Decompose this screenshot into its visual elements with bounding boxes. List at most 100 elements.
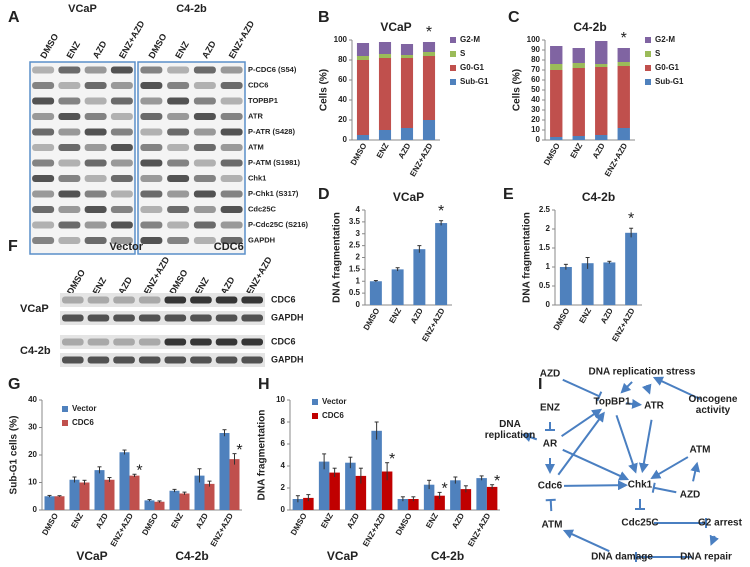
- x-tick-label: ENZ+AZD: [466, 511, 492, 548]
- bar: [194, 475, 205, 510]
- blot-band: [110, 237, 133, 244]
- blot-band: [84, 66, 107, 74]
- y-tick-label: 20: [338, 115, 347, 124]
- legend-label: G2-M: [655, 35, 675, 44]
- blot-band: [62, 356, 84, 364]
- x-tick-label: AZD: [345, 511, 361, 530]
- blot-band: [140, 206, 163, 213]
- bar-segment: [572, 68, 585, 136]
- protein-label: CDC6: [271, 294, 296, 304]
- lane-label: AZD: [91, 39, 109, 60]
- activation-arrow: [562, 529, 610, 553]
- blot-band: [113, 338, 135, 346]
- bar: [345, 462, 356, 510]
- blot-band: [58, 190, 81, 198]
- diagram-node: TopBP1: [593, 396, 631, 408]
- activation-arrow: [521, 432, 538, 442]
- blot-band: [84, 82, 107, 89]
- legend-swatch: [645, 79, 651, 85]
- panel-label: D: [318, 186, 330, 203]
- protein-label: CDC6: [271, 336, 296, 346]
- lane-label: DMSO: [38, 32, 60, 60]
- blot-band: [84, 175, 107, 182]
- blot-band: [84, 128, 107, 136]
- blot-band: [32, 128, 55, 136]
- blot-band: [241, 338, 263, 346]
- legend-swatch: [62, 420, 68, 426]
- legend-swatch: [312, 399, 318, 405]
- lane-label: DMSO: [65, 268, 87, 296]
- blot-band: [167, 113, 190, 120]
- blot-band: [62, 314, 84, 322]
- activation-arrow: [561, 408, 603, 437]
- blot-band: [110, 97, 133, 105]
- blot-band: [62, 338, 84, 346]
- legend-swatch: [645, 51, 651, 57]
- x-tick-label: DMSO: [349, 142, 369, 167]
- blot-band: [215, 314, 238, 322]
- lane-label: AZD: [219, 275, 237, 296]
- blot-band: [220, 66, 243, 74]
- group-label: VCaP: [76, 549, 107, 563]
- y-tick-label: 30: [531, 105, 540, 114]
- y-tick-label: 20: [531, 115, 540, 124]
- blot-band: [110, 144, 133, 151]
- y-tick-label: 1: [356, 276, 361, 285]
- blot-band: [190, 356, 212, 364]
- blot-band: [167, 128, 190, 136]
- blot-band: [220, 237, 243, 244]
- blot-band: [164, 314, 187, 322]
- bar: [204, 483, 215, 510]
- x-tick-label: ENZ: [569, 141, 585, 159]
- y-tick-label: 0: [33, 505, 38, 514]
- diagram-node: G2 arrest: [698, 517, 742, 529]
- panel-label: A: [8, 9, 20, 26]
- y-tick-label: 2.5: [349, 241, 361, 250]
- blot-band: [193, 190, 216, 198]
- blot-band: [241, 356, 263, 364]
- blot-band: [32, 144, 55, 151]
- blot-band: [140, 175, 163, 182]
- diagram-node: DNA repair: [680, 551, 732, 563]
- lane-label: ENZ+AZD: [117, 19, 147, 61]
- x-tick-label: DMSO: [542, 142, 562, 167]
- blot-band: [140, 144, 163, 151]
- legend-label: Sub-G1: [460, 77, 489, 86]
- y-tick-label: 2: [546, 224, 551, 233]
- y-tick-label: 50: [531, 85, 540, 94]
- blot-band: [167, 97, 190, 105]
- bar: [154, 501, 165, 510]
- bar-segment: [400, 128, 414, 140]
- significance-mark: *: [136, 462, 142, 479]
- blot-band: [32, 159, 55, 167]
- bar-segment: [422, 42, 436, 52]
- blot-strip: [60, 311, 265, 325]
- bar-segment: [550, 70, 563, 137]
- legend-label: G2-M: [460, 35, 480, 44]
- bar: [94, 470, 105, 510]
- blot-band: [140, 113, 163, 120]
- significance-mark: *: [494, 473, 500, 490]
- bar-segment: [400, 58, 414, 128]
- x-tick-label: ENZ: [319, 511, 335, 529]
- bar-segment: [617, 62, 630, 66]
- blot-band: [138, 314, 161, 322]
- bar-segment: [572, 48, 585, 63]
- protein-label: Cdc25C: [248, 204, 277, 213]
- y-tick-label: 6: [281, 439, 286, 448]
- legend-label: CDC6: [72, 418, 94, 427]
- lane-label: AZD: [116, 275, 134, 296]
- blot-band: [193, 237, 216, 244]
- y-axis-label: DNA fragmentation: [332, 212, 343, 303]
- activation-arrow: [641, 383, 652, 395]
- bar: [303, 497, 314, 510]
- blot-band: [58, 66, 81, 74]
- blot-band: [167, 221, 190, 229]
- blot-band: [140, 97, 163, 105]
- blot-band: [32, 206, 55, 213]
- blot-band: [32, 237, 55, 244]
- bar-segment: [595, 67, 608, 135]
- y-tick-label: 2: [281, 483, 286, 492]
- blot-band: [140, 82, 163, 89]
